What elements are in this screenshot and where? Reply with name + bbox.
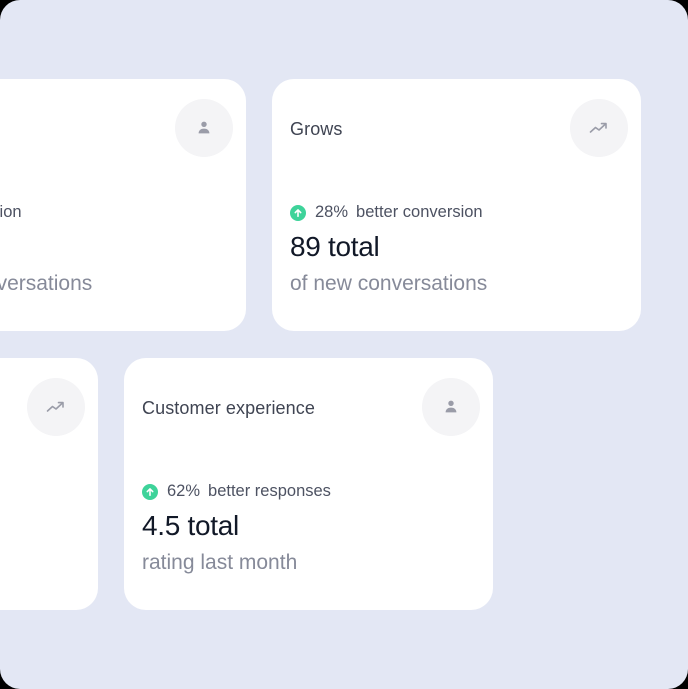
- card-title: Customer experience: [142, 398, 315, 418]
- user-icon: [198, 121, 210, 134]
- card-title: Grows: [290, 119, 343, 139]
- trending-up-icon: [589, 122, 607, 133]
- stat-row: 28% better conversion: [290, 203, 483, 222]
- stat-percent: 62%: [167, 482, 201, 500]
- card-subtitle: of new conversations: [290, 272, 488, 295]
- stat-percent: 28%: [315, 203, 349, 221]
- icon-button[interactable]: [175, 99, 233, 157]
- card-subtitle: rating last month: [142, 551, 298, 574]
- metric-card-conversions-partial: better conversion of new conversations: [0, 79, 246, 331]
- stat-label: better responses: [208, 482, 331, 500]
- metric-card-partial: [0, 358, 98, 610]
- total-value: 89 total: [290, 231, 380, 262]
- icon-button[interactable]: [570, 99, 628, 157]
- metric-card-grows: Grows 28% better conversion 89 total of …: [272, 79, 641, 331]
- card-subtitle: of new conversations: [0, 272, 93, 295]
- metric-card-customer-experience: Customer experience 62% better responses…: [124, 358, 493, 610]
- stat-row: better conversion: [0, 203, 22, 222]
- total-value: 4.5 total: [142, 510, 239, 541]
- stat-row: 62% better responses: [142, 482, 331, 501]
- user-icon: [445, 400, 457, 413]
- icon-button[interactable]: [27, 378, 85, 436]
- stat-label: better conversion: [0, 203, 22, 221]
- icon-button[interactable]: [422, 378, 480, 436]
- stat-label: better conversion: [356, 203, 483, 221]
- arrow-up-icon: [290, 204, 306, 221]
- trending-up-icon: [46, 401, 64, 412]
- arrow-up-icon: [142, 483, 158, 500]
